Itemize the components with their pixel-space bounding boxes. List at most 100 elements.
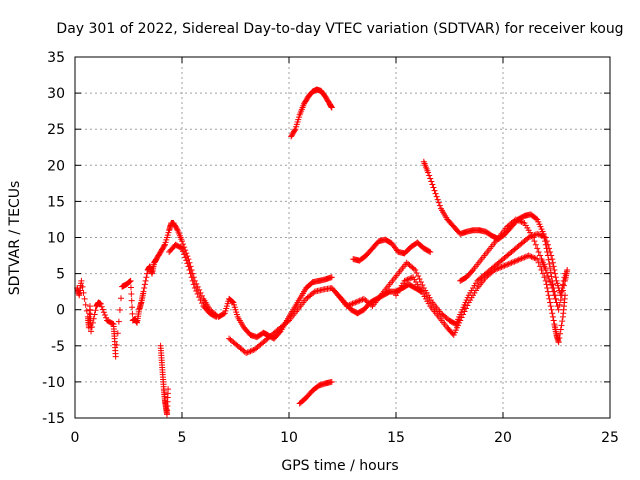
plot-frame: [74, 56, 611, 419]
data-point: [141, 281, 148, 288]
data-point: [180, 248, 187, 255]
data-point: [547, 279, 554, 286]
data-point: [543, 281, 550, 288]
data-point: [198, 300, 205, 307]
data-point: [194, 283, 201, 290]
data-point: [140, 288, 147, 295]
data-point: [556, 334, 563, 341]
data-point: [514, 257, 521, 264]
data-point: [291, 127, 298, 134]
data-point: [552, 295, 559, 302]
data-point: [103, 314, 110, 321]
data-point: [431, 187, 438, 194]
data-point: [532, 241, 539, 248]
data-point: [434, 196, 441, 203]
data-point: [549, 313, 556, 320]
data-point: [435, 199, 442, 206]
data-point: [179, 245, 185, 252]
data-point: [91, 311, 98, 318]
data-point: [143, 274, 150, 281]
data-point: [518, 218, 525, 225]
x-tick-label: 25: [601, 430, 619, 446]
data-point: [502, 262, 509, 269]
data-point: [142, 277, 149, 284]
data-point: [543, 238, 550, 245]
data-point: [197, 289, 204, 296]
data-point: [179, 238, 185, 245]
data-point: [558, 322, 565, 329]
data-point: [112, 353, 119, 360]
data-point: [538, 232, 545, 239]
data-point: [549, 256, 556, 263]
data-point: [545, 292, 552, 299]
data-point: [89, 319, 96, 326]
data-point: [404, 276, 411, 283]
data-point: [220, 310, 227, 317]
data-point: [552, 274, 559, 281]
data-point: [548, 252, 555, 259]
data-point: [548, 282, 555, 289]
data-point: [345, 302, 352, 309]
data-point: [555, 339, 562, 346]
data-point: [430, 184, 437, 191]
series-arc-main-peak-2: [166, 241, 220, 320]
series-arc-dropout: [157, 342, 172, 418]
data-point: [537, 252, 544, 259]
data-point: [512, 216, 519, 223]
data-point: [191, 285, 198, 292]
data-point: [127, 277, 134, 284]
data-point: [368, 301, 375, 308]
data-point: [492, 266, 499, 273]
data-point: [508, 259, 515, 266]
data-point: [547, 303, 554, 310]
series-arc-high-short: [288, 86, 335, 140]
data-point: [198, 292, 205, 299]
data-point: [512, 257, 519, 264]
data-point: [188, 274, 195, 281]
data-point: [177, 244, 184, 251]
data-point: [501, 262, 508, 269]
y-tick-label: 0: [56, 303, 65, 319]
data-point: [118, 295, 125, 302]
data-point: [353, 298, 360, 305]
y-tick-label: -10: [42, 375, 65, 391]
data-point: [184, 260, 191, 267]
data-point: [197, 297, 204, 304]
data-point: [410, 265, 417, 272]
data-point: [109, 320, 116, 327]
data-point: [551, 266, 558, 273]
data-point: [415, 273, 422, 280]
data-point: [505, 260, 512, 267]
data-point: [196, 286, 203, 293]
data-point: [550, 263, 557, 270]
data-point: [497, 264, 504, 271]
data-point: [515, 256, 522, 263]
data-point: [248, 347, 255, 354]
data-point: [552, 270, 559, 277]
series-arc-low-short: [296, 378, 335, 407]
data-point: [557, 326, 564, 333]
y-tick-label: -5: [51, 339, 65, 355]
data-point: [229, 298, 236, 305]
data-point: [180, 241, 187, 248]
y-tick-label: 25: [47, 122, 65, 138]
grid-lines: [75, 57, 610, 418]
data-point: [550, 288, 557, 295]
data-point: [553, 299, 560, 306]
y-tick-labels: -15 -10 -5 0 5 10 15 20 25 30 35: [42, 50, 65, 427]
data-point: [114, 330, 121, 337]
data-point: [359, 296, 366, 303]
data-point: [529, 254, 536, 261]
data-point: [534, 230, 541, 237]
data-point: [557, 330, 564, 337]
data-point: [560, 282, 567, 289]
data-point: [128, 297, 135, 304]
data-point: [352, 299, 359, 306]
data-point: [426, 248, 433, 255]
data-point: [557, 297, 564, 304]
data-point: [544, 241, 551, 248]
data-point: [244, 349, 251, 356]
data-points: [74, 86, 571, 418]
data-point: [193, 288, 200, 295]
data-point: [551, 292, 558, 299]
